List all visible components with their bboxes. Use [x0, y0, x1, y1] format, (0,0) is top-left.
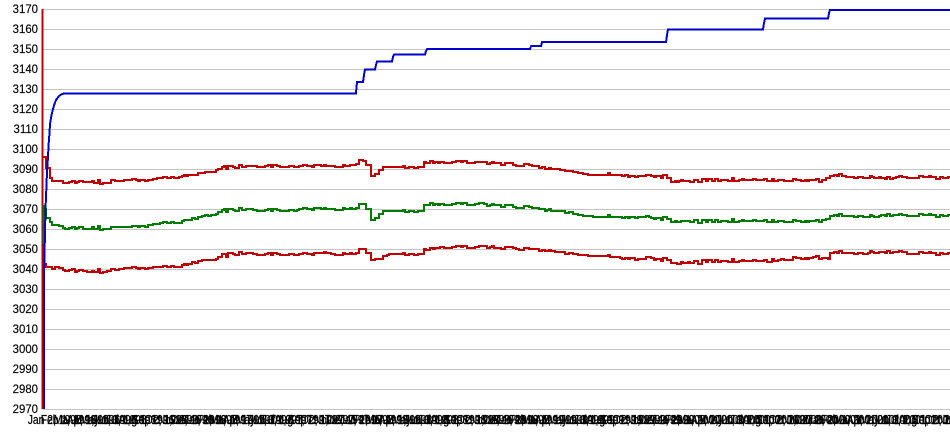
svg-text:May 1, 1997: May 1, 1997 — [236, 414, 293, 427]
svg-text:Dec 2, 1999: Dec 2, 1999 — [639, 414, 695, 427]
svg-text:May 1, 1998: May 1, 1998 — [392, 414, 449, 427]
svg-text:3100: 3100 — [13, 143, 39, 156]
svg-text:Dec 2, 2000: Dec 2, 2000 — [795, 414, 851, 427]
svg-text:Jul 1, 2000: Jul 1, 2000 — [730, 414, 781, 427]
svg-text:Mar 1, 1998: Mar 1, 1998 — [366, 414, 421, 427]
svg-text:3090: 3090 — [13, 163, 39, 176]
svg-text:Sep 2, 2001: Sep 2, 2001 — [912, 414, 950, 427]
svg-text:3010: 3010 — [13, 323, 39, 336]
svg-text:May 1, 1999: May 1, 1999 — [548, 414, 605, 427]
svg-text:Mar 1, 2000: Mar 1, 2000 — [678, 414, 733, 427]
svg-text:Jun 3, 2001: Jun 3, 2001 — [873, 414, 927, 427]
svg-text:Nov 2, 1997: Nov 2, 1997 — [314, 414, 370, 427]
svg-text:Mar 1, 2001: Mar 1, 2001 — [834, 414, 889, 427]
svg-text:Sep 2, 1996: Sep 2, 1996 — [132, 414, 188, 427]
svg-text:2980: 2980 — [13, 383, 39, 396]
svg-text:3120: 3120 — [13, 103, 39, 116]
svg-text:3030: 3030 — [13, 283, 39, 296]
svg-text:Jun 3, 1998: Jun 3, 1998 — [405, 414, 459, 427]
svg-text:Feb 1, 2001: Feb 1, 2001 — [821, 414, 876, 427]
svg-text:Jul 1, 1998: Jul 1, 1998 — [418, 414, 469, 427]
svg-text:Apr 1, 1999: Apr 1, 1999 — [535, 414, 588, 427]
svg-text:Mar 1, 1997: Mar 1, 1997 — [210, 414, 265, 427]
svg-text:Dec 2, 1997: Dec 2, 1997 — [327, 414, 383, 427]
svg-text:Feb 1, 2000: Feb 1, 2000 — [665, 414, 720, 427]
svg-text:Sep 2, 1997: Sep 2, 1997 — [288, 414, 344, 427]
svg-text:Jan 2, 2001: Jan 2, 2001 — [808, 414, 862, 427]
svg-text:3080: 3080 — [13, 183, 39, 196]
svg-text:Oct 1, 2000: Oct 1, 2000 — [769, 414, 822, 427]
svg-text:2970: 2970 — [13, 403, 39, 416]
svg-text:Oct 1, 1997: Oct 1, 1997 — [301, 414, 354, 427]
svg-text:3130: 3130 — [13, 83, 39, 96]
svg-text:Aug 1, 1997: Aug 1, 1997 — [275, 414, 331, 427]
svg-text:3020: 3020 — [13, 303, 39, 316]
svg-text:Jul 1, 1996: Jul 1, 1996 — [106, 414, 157, 427]
svg-text:Aug 1, 1999: Aug 1, 1999 — [587, 414, 643, 427]
svg-text:Jun 3, 1997: Jun 3, 1997 — [249, 414, 303, 427]
svg-text:Apr 1, 2000: Apr 1, 2000 — [691, 414, 744, 427]
svg-text:Jan 2, 2000: Jan 2, 2000 — [652, 414, 706, 427]
svg-text:Jun 3, 1999: Jun 3, 1999 — [561, 414, 615, 427]
svg-text:Nov 2, 1999: Nov 2, 1999 — [626, 414, 682, 427]
svg-text:Sep 2, 1999: Sep 2, 1999 — [600, 414, 656, 427]
svg-text:Jul 1, 1999: Jul 1, 1999 — [574, 414, 625, 427]
svg-text:3000: 3000 — [13, 343, 39, 356]
svg-text:Jul 1, 1997: Jul 1, 1997 — [262, 414, 313, 427]
svg-text:3040: 3040 — [13, 263, 39, 276]
svg-text:Mar 1, 1999: Mar 1, 1999 — [522, 414, 577, 427]
svg-text:3170: 3170 — [13, 3, 39, 16]
svg-text:Apr 1, 1997: Apr 1, 1997 — [223, 414, 276, 427]
svg-text:Nov 2, 1996: Nov 2, 1996 — [158, 414, 214, 427]
svg-text:Feb 1, 1999: Feb 1, 1999 — [509, 414, 564, 427]
svg-text:Aug 1, 2001: Aug 1, 2001 — [899, 414, 950, 427]
svg-text:Sep 2, 1998: Sep 2, 1998 — [444, 414, 500, 427]
svg-text:Oct 1, 1999: Oct 1, 1999 — [613, 414, 666, 427]
svg-text:Jan 2, 1998: Jan 2, 1998 — [340, 414, 394, 427]
svg-text:May 1, 2001: May 1, 2001 — [860, 414, 917, 427]
svg-text:Apr 1, 1996: Apr 1, 1996 — [67, 414, 120, 427]
svg-text:Jun 3, 1996: Jun 3, 1996 — [93, 414, 147, 427]
svg-text:Aug 1, 1998: Aug 1, 1998 — [431, 414, 487, 427]
svg-text:Dec 2, 1996: Dec 2, 1996 — [171, 414, 227, 427]
svg-text:Sep 2, 2000: Sep 2, 2000 — [756, 414, 812, 427]
svg-text:May 1, 2000: May 1, 2000 — [704, 414, 761, 427]
svg-text:May 1, 1996: May 1, 1996 — [80, 414, 137, 427]
svg-text:Nov 2, 2000: Nov 2, 2000 — [782, 414, 838, 427]
svg-text:3160: 3160 — [13, 23, 39, 36]
svg-text:Apr 1, 1998: Apr 1, 1998 — [379, 414, 432, 427]
svg-text:Dec 2, 1998: Dec 2, 1998 — [483, 414, 539, 427]
svg-text:Feb 1, 1997: Feb 1, 1997 — [197, 414, 252, 427]
svg-text:Feb 1, 1996: Feb 1, 1996 — [41, 414, 96, 427]
svg-text:Apr 1, 2001: Apr 1, 2001 — [847, 414, 900, 427]
svg-text:Jul 1, 2001: Jul 1, 2001 — [886, 414, 937, 427]
svg-text:3140: 3140 — [13, 63, 39, 76]
svg-text:Jan 2, 1996: Jan 2, 1996 — [28, 414, 82, 427]
svg-text:3050: 3050 — [13, 243, 39, 256]
svg-text:3060: 3060 — [13, 223, 39, 236]
svg-text:Mar 1, 1996: Mar 1, 1996 — [54, 414, 109, 427]
svg-text:Oct 1, 1998: Oct 1, 1998 — [457, 414, 510, 427]
svg-text:Nov 2, 2001: Nov 2, 2001 — [938, 414, 950, 427]
svg-text:3070: 3070 — [13, 203, 39, 216]
svg-text:Jan 2, 1997: Jan 2, 1997 — [184, 414, 238, 427]
svg-text:Oct 1, 1996: Oct 1, 1996 — [145, 414, 198, 427]
svg-text:Aug 1, 1996: Aug 1, 1996 — [119, 414, 175, 427]
svg-text:Aug 1, 2000: Aug 1, 2000 — [743, 414, 799, 427]
svg-text:2990: 2990 — [13, 363, 39, 376]
svg-text:3150: 3150 — [13, 43, 39, 56]
svg-text:Feb 1, 1998: Feb 1, 1998 — [353, 414, 408, 427]
svg-text:Jan 2, 1999: Jan 2, 1999 — [496, 414, 550, 427]
svg-text:3110: 3110 — [14, 123, 39, 136]
svg-text:Oct 1, 2001: Oct 1, 2001 — [925, 414, 950, 427]
svg-text:Jun 3, 2000: Jun 3, 2000 — [717, 414, 771, 427]
svg-text:Nov 2, 1998: Nov 2, 1998 — [470, 414, 526, 427]
